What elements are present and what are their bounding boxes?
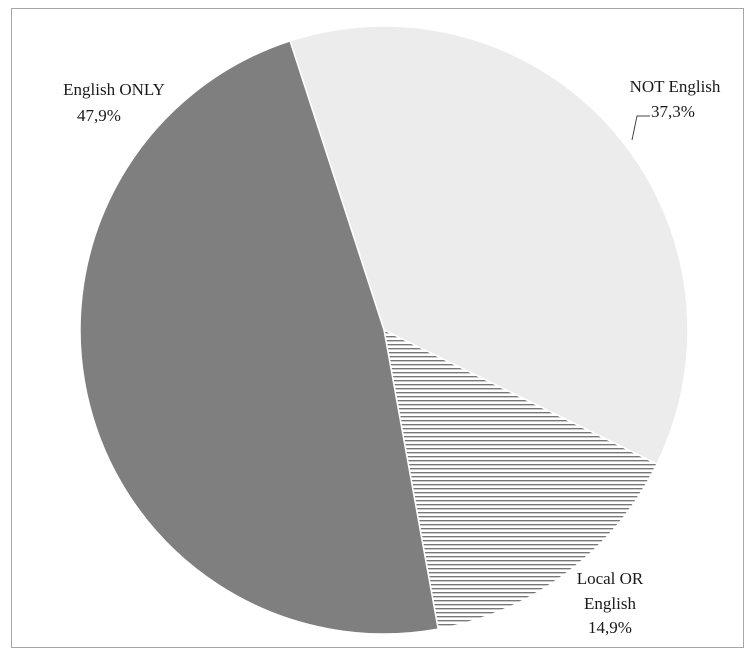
slice-label-not-english: NOT English <box>630 77 721 96</box>
slice-value-local-or-english: 14,9% <box>588 618 632 636</box>
slice-not-english <box>289 25 689 465</box>
slice-value-english-only: 47,9% <box>77 106 121 125</box>
slices-layer <box>79 25 689 635</box>
slice-label-local-or-english-line2: English <box>584 594 636 613</box>
labels-layer: English ONLY 47,9% NOT English 37,3% Loc… <box>63 77 721 636</box>
slice-label-english-only: English ONLY <box>63 80 165 99</box>
slice-value-not-english: 37,3% <box>651 102 695 121</box>
slice-local-or-english <box>382 328 658 631</box>
slice-label-local-or-english-line1: Local OR <box>577 569 644 588</box>
leader-line-not-english <box>631 115 650 141</box>
slice-english-only <box>79 39 440 635</box>
